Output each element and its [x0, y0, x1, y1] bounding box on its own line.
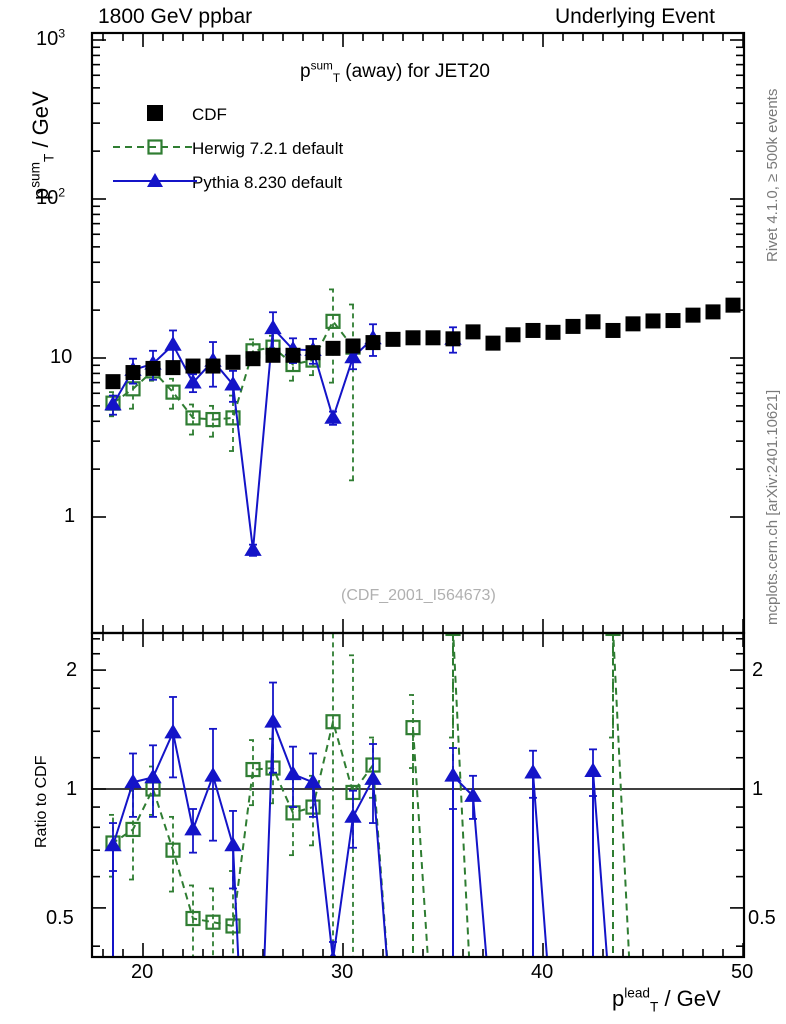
legend-label-pythia: Pythia 8.230 default	[192, 173, 343, 192]
analysis-watermark: (CDF_2001_I564673)	[341, 587, 496, 604]
ratio-axis-ticks	[92, 633, 744, 957]
x-axis-label: pleadT / GeV	[612, 985, 721, 1013]
legend-label-herwig: Herwig 7.2.1 default	[192, 139, 344, 158]
x-tick-40: 40	[531, 961, 554, 983]
y-tick-1000: 103	[36, 26, 66, 50]
header-right: Underlying Event	[555, 5, 715, 28]
plot-title-base: p	[300, 61, 311, 82]
ratio-tick-1-left: 1	[66, 778, 78, 800]
x-axis-label-base: p	[612, 986, 625, 1011]
ratio-panel-frame	[90, 631, 746, 959]
x-axis-label-rest: / GeV	[658, 986, 721, 1011]
x-axis-label-sup: lead	[624, 985, 651, 1001]
ratio-tick-05-right: 0.5	[748, 907, 776, 929]
y-tick-10: 10	[50, 346, 73, 368]
legend-label-cdf: CDF	[192, 105, 227, 124]
plot-title-sub: T	[332, 71, 340, 85]
ratio-tick-1-right: 1	[752, 778, 764, 800]
plot-title-sup: sum	[310, 59, 333, 73]
ratio-tick-2-right: 2	[752, 659, 764, 681]
x-tick-30: 30	[331, 961, 354, 983]
header-left: 1800 GeV ppbar	[98, 5, 253, 28]
plot-title-rest: (away) for JET20	[340, 61, 490, 82]
x-tick-50: 50	[731, 961, 754, 983]
x-tick-20: 20	[131, 961, 154, 983]
ratio-series-group	[104, 633, 631, 957]
main-series-group	[104, 288, 741, 557]
y-tick-100: 102	[36, 185, 66, 209]
plot-title: psumT (away) for JET20	[300, 59, 490, 84]
main-axis-ticks	[92, 33, 744, 633]
legend-markers	[113, 105, 197, 187]
x-axis-label-sub: T	[650, 999, 659, 1015]
ratio-tick-05-left: 0.5	[46, 907, 74, 929]
y-tick-1: 1	[64, 505, 76, 527]
ratio-tick-2-left: 2	[66, 659, 78, 681]
